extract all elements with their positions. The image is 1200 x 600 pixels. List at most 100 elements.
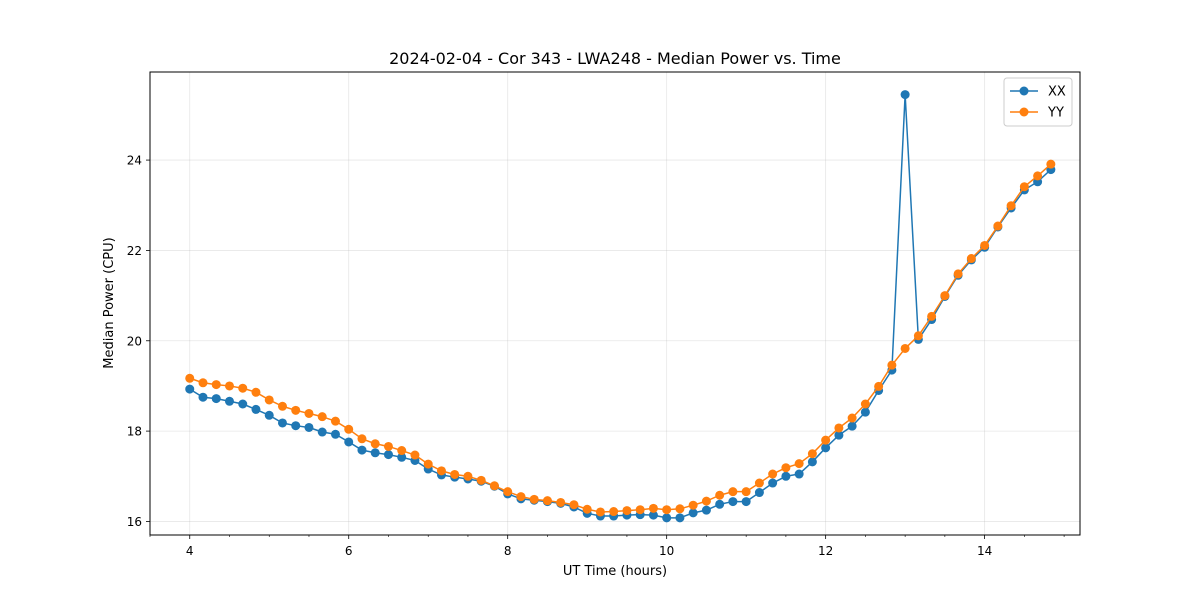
data-point-yy — [211, 380, 221, 390]
data-point-yy — [662, 505, 672, 515]
data-point-yy — [476, 475, 486, 485]
data-point-yy — [701, 496, 711, 506]
data-point-yy — [357, 434, 367, 444]
legend-label-yy: YY — [1047, 106, 1064, 121]
y-axis-label: Median Power (CPU) — [102, 237, 117, 368]
data-point-yy — [953, 269, 963, 279]
data-point-xx — [357, 445, 367, 455]
data-point-xx — [317, 427, 327, 437]
y-tick-label: 20 — [127, 334, 142, 348]
data-point-yy — [781, 463, 791, 473]
data-point-yy — [330, 416, 340, 426]
data-point-yy — [450, 469, 460, 479]
x-tick-label: 4 — [186, 544, 194, 558]
data-point-yy — [887, 360, 897, 370]
legend-label-xx: XX — [1048, 85, 1066, 100]
data-point-yy — [980, 240, 990, 250]
data-point-xx — [741, 497, 751, 507]
data-point-yy — [794, 459, 804, 469]
data-point-yy — [741, 487, 751, 497]
data-point-xx — [291, 421, 301, 431]
data-point-yy — [238, 383, 248, 393]
data-point-yy — [304, 408, 314, 418]
data-point-xx — [662, 513, 672, 523]
legend: XX YY — [1003, 77, 1073, 127]
data-point-yy — [927, 311, 937, 321]
data-point-yy — [847, 413, 857, 423]
data-point-xx — [211, 394, 221, 404]
x-axis-label: UT Time (hours) — [563, 564, 667, 579]
series-yy — [185, 159, 1056, 517]
axis-ticks: 4 6 8 10 12 14 16 18 20 22 24 — [127, 154, 1065, 558]
data-point-yy — [595, 507, 605, 517]
data-point-xx — [370, 448, 380, 458]
data-point-yy — [1033, 171, 1043, 181]
x-tick-label: 6 — [345, 544, 353, 558]
data-point-yy — [834, 423, 844, 433]
data-point-xx — [728, 497, 738, 507]
data-point-xx — [330, 429, 340, 439]
data-point-xx — [860, 407, 870, 417]
data-point-yy — [516, 492, 526, 502]
data-point-yy — [344, 424, 354, 434]
data-point-yy — [715, 490, 725, 500]
data-point-yy — [410, 450, 420, 460]
data-point-xx — [648, 510, 658, 520]
data-point-xx — [794, 469, 804, 479]
data-point-xx — [264, 410, 274, 420]
grid-lines — [150, 72, 1080, 535]
x-tick-label: 10 — [659, 544, 674, 558]
data-point-yy — [317, 412, 327, 422]
data-point-xx — [847, 421, 857, 431]
data-point-xx — [198, 392, 208, 402]
y-tick-label: 18 — [127, 425, 142, 439]
data-point-xx — [397, 452, 407, 462]
chart-title: 2024-02-04 - Cor 343 - LWA248 - Median P… — [389, 49, 841, 68]
data-point-yy — [489, 481, 499, 491]
data-point-xx — [688, 508, 698, 518]
data-point-xx — [768, 478, 778, 488]
data-point-yy — [940, 291, 950, 301]
data-point-xx — [344, 437, 354, 447]
data-point-yy — [874, 381, 884, 391]
data-point-yy — [423, 459, 433, 469]
legend-marker-xx — [1019, 86, 1029, 96]
data-point-yy — [1019, 182, 1029, 192]
data-point-yy — [688, 500, 698, 510]
data-point-xx — [675, 513, 685, 523]
data-point-xx — [277, 418, 287, 428]
plot-frame — [149, 71, 1081, 536]
y-tick-label: 24 — [127, 154, 142, 168]
data-point-yy — [622, 506, 632, 516]
data-point-yy — [993, 221, 1003, 231]
data-point-yy — [569, 500, 579, 510]
data-point-xx — [834, 430, 844, 440]
data-point-yy — [370, 439, 380, 449]
series-layer — [185, 90, 1056, 523]
data-point-xx — [821, 443, 831, 453]
data-point-xx — [238, 399, 248, 409]
data-point-yy — [821, 435, 831, 445]
data-point-yy — [291, 405, 301, 415]
data-point-yy — [635, 505, 645, 515]
data-point-yy — [648, 503, 658, 513]
data-point-yy — [185, 373, 195, 383]
data-point-yy — [463, 471, 473, 481]
data-point-yy — [966, 254, 976, 264]
data-point-xx — [715, 499, 725, 509]
data-point-yy — [1006, 201, 1016, 211]
y-tick-label: 22 — [127, 244, 142, 258]
data-point-yy — [277, 401, 287, 411]
data-point-xx — [900, 90, 910, 100]
data-point-xx — [224, 396, 234, 406]
data-point-yy — [556, 497, 566, 507]
data-point-yy — [807, 449, 817, 459]
data-point-yy — [728, 487, 738, 497]
data-point-xx — [304, 422, 314, 432]
y-tick-label: 16 — [127, 515, 142, 529]
data-point-yy — [198, 378, 208, 388]
data-point-yy — [675, 504, 685, 514]
data-point-yy — [1046, 159, 1056, 169]
